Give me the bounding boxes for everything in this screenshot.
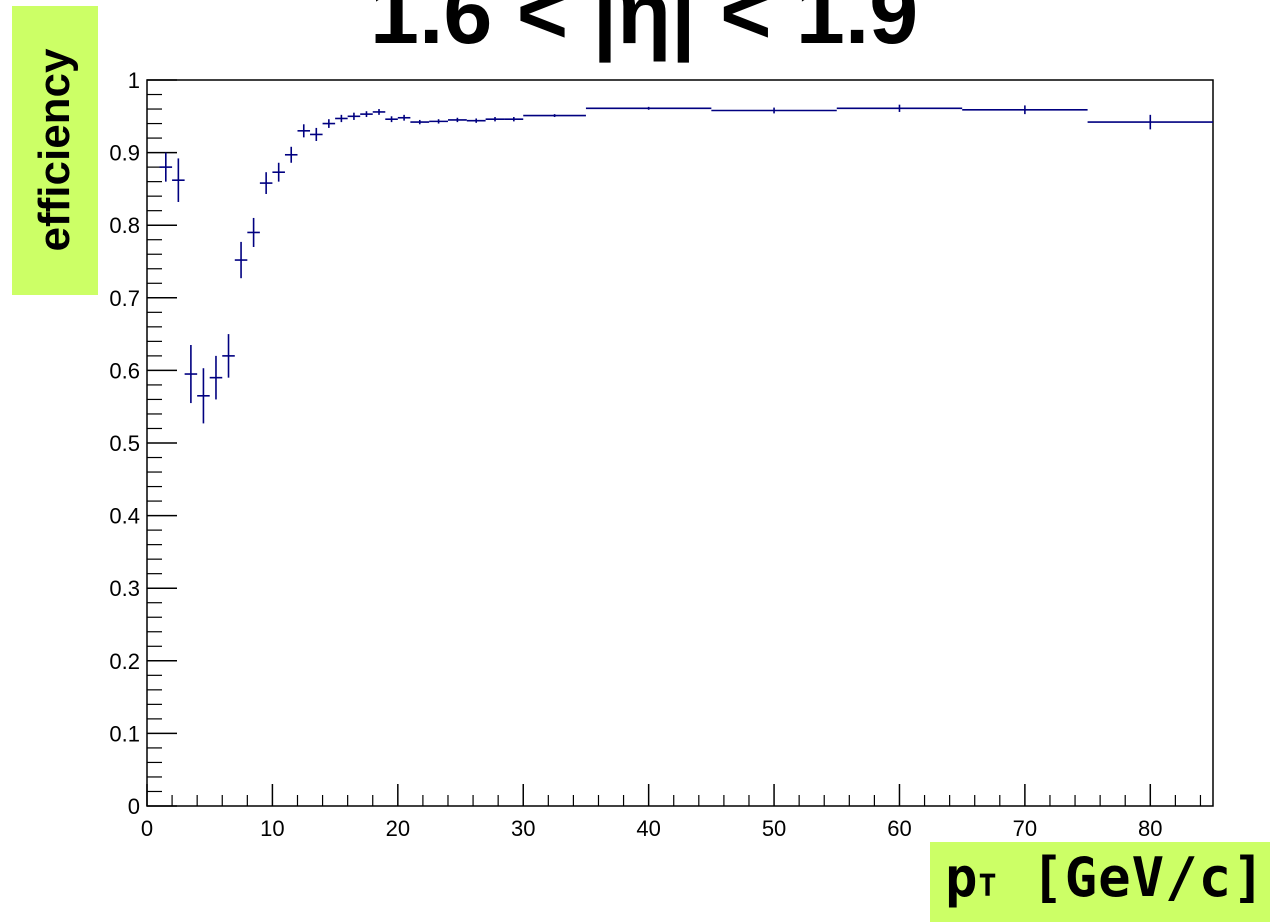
x-axis-label-main: p (945, 846, 979, 909)
y-tick-label: 0.3 (109, 576, 140, 601)
data-point (385, 116, 398, 123)
data-point (197, 368, 210, 424)
data-point (836, 104, 963, 112)
ylabel-highlight (12, 6, 98, 295)
data-point (335, 114, 348, 123)
data-point (711, 107, 837, 114)
y-tick-label: 0.2 (109, 649, 140, 674)
data-point (466, 118, 486, 123)
data-point (1087, 114, 1213, 130)
x-tick-label: 30 (511, 816, 535, 841)
y-tick-label: 0.7 (109, 286, 140, 311)
data-point (410, 119, 430, 125)
x-tick-label: 50 (762, 816, 786, 841)
axis-ticks: 0 10 20 30 40 50 60 70 80 0 0.1 0.2 0.3 0.4 0.5 0.6 0.7 0… (109, 68, 1202, 841)
xlabel-highlight (930, 842, 1270, 922)
data-point (159, 152, 173, 182)
x-axis-label: pT [GeV/c] (945, 846, 1266, 909)
data-point (184, 344, 198, 404)
data-point (962, 105, 1088, 115)
data-point (322, 119, 336, 128)
data-point (504, 117, 524, 122)
y-tick-label: 0.5 (109, 431, 140, 456)
data-point (222, 334, 235, 378)
y-tick-label: 0.6 (109, 358, 140, 383)
y-tick-label: 0 (128, 794, 140, 819)
data-point (397, 114, 411, 121)
data-point (297, 124, 311, 138)
data-points (159, 104, 1213, 424)
data-point (485, 117, 505, 122)
data-point (247, 217, 260, 247)
y-tick-label: 1 (128, 68, 140, 93)
x-tick-label: 10 (260, 816, 284, 841)
y-tick-label: 0.4 (109, 504, 140, 529)
x-tick-label: 70 (1013, 816, 1037, 841)
x-tick-label: 80 (1138, 816, 1162, 841)
data-point (429, 119, 448, 124)
chart-title: 1.6 < |η| < 1.9 (370, 0, 919, 62)
data-point (209, 355, 223, 400)
data-point (523, 114, 586, 118)
y-tick-label: 0.1 (109, 721, 140, 746)
x-tick-label: 60 (887, 816, 911, 841)
y-tick-label: 0.9 (109, 141, 140, 166)
data-point (272, 162, 285, 182)
data-point (447, 117, 467, 123)
plot-frame (146, 79, 1214, 807)
x-axis-label-sub: T (978, 869, 998, 904)
data-point (347, 112, 361, 120)
x-tick-label: 0 (141, 816, 153, 841)
data-point (234, 241, 248, 279)
data-point (172, 158, 185, 202)
data-point (310, 127, 323, 141)
data-point (372, 109, 386, 115)
x-tick-label: 20 (386, 816, 410, 841)
x-tick-label: 40 (636, 816, 660, 841)
plot-border (146, 79, 1214, 807)
x-axis-label-unit: [GeV/c] (997, 846, 1266, 909)
y-tick-label: 0.8 (109, 213, 140, 238)
data-point (585, 106, 712, 110)
data-point (259, 172, 273, 194)
data-point (284, 146, 298, 163)
data-point (360, 111, 373, 118)
